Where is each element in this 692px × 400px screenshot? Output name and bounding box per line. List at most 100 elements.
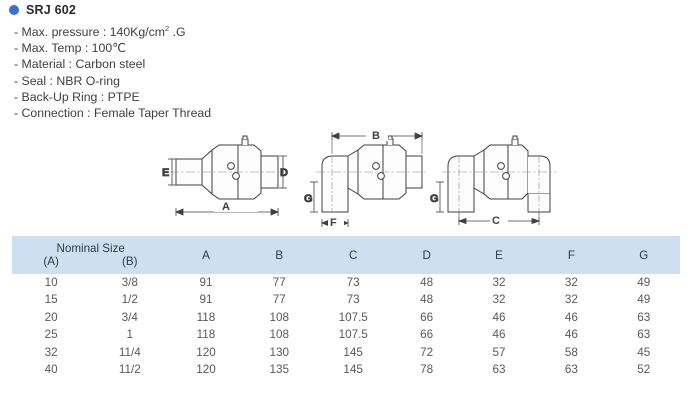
cell-nominal-a: 40 [44, 363, 58, 377]
spec-item-temperature: - Max. Temp : 100℃ [14, 40, 344, 56]
header-dimension-A: A [169, 236, 243, 274]
drawing-inline-swivel-joint: E D A A [162, 135, 288, 216]
spec-text: - Material : Carbon steel [14, 57, 146, 72]
dimension-text-A: A [222, 201, 230, 213]
header-dimension-D: D [390, 236, 463, 274]
bullet-icon [9, 5, 19, 15]
table-header-row-top: Nominal Size A B C D E F G [12, 236, 680, 274]
spec-text: - Seal : NBR O-ring [14, 73, 120, 88]
page-title: SRJ 602 [26, 3, 77, 17]
cell-D: 72 [420, 345, 434, 359]
technical-drawings: E D A A [0, 126, 692, 230]
cell-F: 46 [564, 328, 578, 342]
cell-A: 91 [199, 276, 213, 289]
spec-text: - Back-Up Ring : PTPE [14, 89, 140, 104]
cell-nominal-b: 3/4 [121, 310, 138, 324]
cell-G: 45 [637, 345, 651, 359]
cell-D: 48 [420, 293, 434, 307]
drawing-elbow-swivel-joint: G B F [304, 129, 426, 229]
cell-E: 32 [492, 276, 506, 289]
dimension-label-G: G [304, 193, 313, 205]
cell-B: 108 [269, 310, 289, 324]
cell-C: 73 [346, 293, 360, 307]
spec-tail: .G [169, 25, 186, 39]
dimension-label-D: D [280, 167, 288, 179]
spec-superscript: 2 [165, 23, 170, 33]
table-row: 10 3/8 91 77 73 48 32 32 49 [12, 274, 680, 291]
cell-B: 135 [269, 363, 289, 377]
spec-text: - Max. Temp : 100℃ [14, 41, 126, 56]
spec-item-seal: - Seal : NBR O-ring [14, 73, 344, 89]
spec-item-pressure: - Max. pressure : 140Kg/cm2 .G [14, 24, 344, 40]
cell-E: 32 [492, 293, 506, 307]
table-row: 40 11/2 120 135 145 78 63 63 52 [12, 361, 680, 378]
header-dimension-G: G [607, 236, 680, 274]
cell-C: 73 [346, 276, 360, 289]
cell-nominal-b: 1 [126, 328, 134, 342]
cell-A: 118 [196, 310, 216, 324]
dimension-text-B: B [372, 130, 380, 142]
cell-nominal-a: 20 [44, 310, 58, 324]
cell-C: 145 [343, 345, 363, 359]
spec-text: - Max. pressure : 140Kg/cm [14, 25, 166, 39]
cell-G: 63 [637, 328, 651, 342]
spec-text: - Connection : Female Taper Thread [14, 106, 212, 121]
header-nominal-a: (A) [12, 255, 91, 274]
cell-nominal-a: 10 [44, 276, 58, 289]
drawing-double-elbow-swivel-joint: G C [430, 135, 556, 227]
spec-item-connection: - Connection : Female Taper Thread [14, 105, 344, 121]
product-title-row: SRJ 602 [9, 3, 76, 17]
spec-item-backup-ring: - Back-Up Ring : PTPE [14, 89, 344, 105]
cell-D: 66 [420, 310, 434, 324]
cell-B: 77 [272, 293, 286, 307]
cell-E: 46 [492, 328, 506, 342]
cell-D: 66 [420, 328, 434, 342]
cell-nominal-a: 15 [44, 293, 58, 307]
cell-E: 46 [492, 310, 506, 324]
dimension-text-C: C [492, 215, 500, 227]
cell-F: 46 [564, 310, 578, 324]
table-row: 25 1 118 108 107.5 66 46 46 63 [12, 326, 680, 343]
dimension-label-G: G [430, 193, 439, 205]
dimension-text-F: F [330, 217, 337, 229]
header-dimension-F: F [535, 236, 608, 274]
cell-C: 145 [343, 363, 363, 377]
cell-nominal-b: 1/2 [121, 293, 138, 307]
cell-B: 108 [269, 328, 289, 342]
table-header: Nominal Size A B C D E F G (A) (B) [12, 236, 680, 274]
table-header-row-sub: (A) (B) [12, 255, 680, 274]
cell-C: 107.5 [338, 328, 368, 342]
cell-F: 63 [564, 363, 578, 377]
cell-F: 32 [564, 293, 578, 307]
header-nominal-size: Nominal Size [12, 236, 170, 255]
table-row: 32 11/4 120 130 145 72 57 58 45 [12, 344, 680, 361]
cell-nominal-b: 3/8 [121, 276, 138, 289]
dimensions-table: Nominal Size A B C D E F G (A) (B) 10 3/… [12, 236, 680, 378]
cell-G: 63 [637, 310, 651, 324]
dimension-label-E: E [162, 167, 169, 179]
cell-A: 120 [196, 345, 216, 359]
cell-A: 91 [199, 293, 213, 307]
header-dimension-B: B [242, 236, 316, 274]
header-dimension-E: E [462, 236, 536, 274]
cell-C: 107.5 [338, 310, 368, 324]
specification-list: - Max. pressure : 140Kg/cm2 .G - Max. Te… [14, 24, 344, 121]
cell-B: 77 [272, 276, 286, 289]
table-row: 20 3/4 118 108 107.5 66 46 46 63 [12, 309, 680, 326]
cell-nominal-a: 25 [44, 328, 58, 342]
cell-B: 130 [269, 345, 289, 359]
cell-A: 120 [196, 363, 216, 377]
header-nominal-b: (B) [90, 255, 170, 274]
table-row: 15 1/2 91 77 73 48 32 32 49 [12, 291, 680, 308]
cell-F: 32 [564, 276, 578, 289]
cell-F: 58 [564, 345, 578, 359]
cell-nominal-a: 32 [44, 345, 58, 359]
cell-D: 78 [420, 363, 434, 377]
table-body: 10 3/8 91 77 73 48 32 32 49 15 1/2 91 77… [12, 274, 680, 378]
cell-G: 52 [637, 363, 651, 377]
header-dimension-C: C [315, 236, 391, 274]
cell-D: 48 [420, 276, 434, 289]
cell-E: 63 [492, 363, 506, 377]
cell-G: 49 [637, 293, 651, 307]
cell-E: 57 [492, 345, 506, 359]
